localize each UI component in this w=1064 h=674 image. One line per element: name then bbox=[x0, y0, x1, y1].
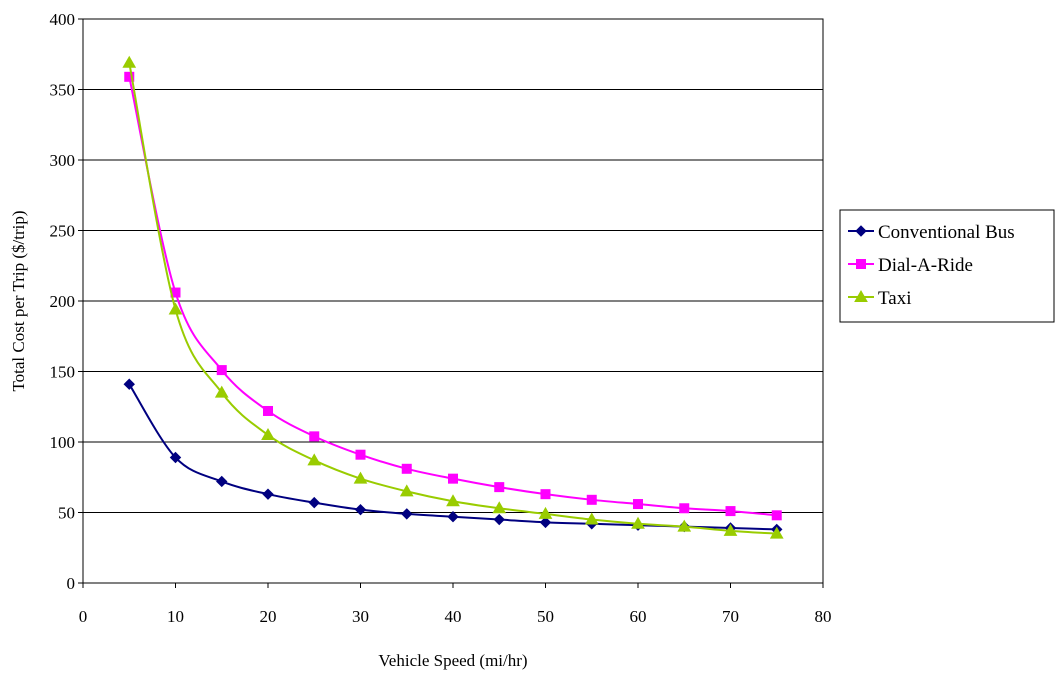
data-point-conventional-bus bbox=[216, 475, 228, 488]
legend-marker-conventional-bus bbox=[855, 225, 867, 237]
x-tick-label: 40 bbox=[445, 607, 462, 626]
data-point-conventional-bus bbox=[401, 508, 413, 520]
data-point-taxi bbox=[584, 512, 599, 525]
data-point-dial-a-ride bbox=[355, 449, 366, 460]
data-point-dial-a-ride bbox=[586, 494, 597, 505]
data-point-dial-a-ride bbox=[216, 365, 227, 376]
data-point-dial-a-ride bbox=[263, 405, 273, 416]
data-point-taxi bbox=[492, 501, 507, 514]
legend-marker-taxi bbox=[854, 289, 868, 302]
series-taxi bbox=[122, 55, 784, 539]
data-point-taxi bbox=[769, 526, 784, 539]
data-point-taxi bbox=[723, 523, 738, 536]
data-point-taxi bbox=[168, 302, 183, 315]
legend-label: Dial-A-Ride bbox=[878, 255, 973, 276]
x-tick-label: 60 bbox=[630, 607, 647, 626]
data-point-dial-a-ride bbox=[401, 463, 412, 474]
y-tick-label: 400 bbox=[50, 10, 76, 29]
data-point-taxi bbox=[631, 516, 645, 529]
y-tick-label: 350 bbox=[50, 81, 76, 100]
data-point-taxi bbox=[677, 519, 692, 532]
x-tick-label: 20 bbox=[260, 607, 277, 626]
y-tick-label: 300 bbox=[50, 151, 76, 170]
data-point-dial-a-ride bbox=[725, 506, 736, 517]
legend-item-dial-a-ride: Dial-A-Ride bbox=[848, 255, 973, 276]
x-tick-label: 80 bbox=[815, 607, 832, 626]
legend: Conventional Bus Dial-A-Ride Taxi bbox=[839, 209, 1055, 323]
y-tick-label: 50 bbox=[58, 504, 75, 523]
legend-item-conventional-bus: Conventional Bus bbox=[848, 222, 1015, 243]
data-point-taxi bbox=[307, 453, 322, 466]
series-dial-a-ride bbox=[124, 71, 782, 521]
legend-label: Conventional Bus bbox=[878, 222, 1015, 243]
data-point-conventional-bus bbox=[539, 516, 552, 529]
series-group bbox=[122, 55, 784, 539]
y-tick-label: 150 bbox=[50, 363, 76, 382]
legend-box bbox=[839, 209, 1055, 323]
data-point-taxi bbox=[214, 385, 229, 398]
data-point-dial-a-ride bbox=[771, 510, 782, 521]
data-point-taxi bbox=[538, 506, 553, 519]
data-point-conventional-bus bbox=[262, 488, 274, 500]
data-point-conventional-bus bbox=[447, 511, 459, 523]
data-point-taxi bbox=[446, 494, 460, 507]
x-axis-title: Vehicle Speed (mi/hr) bbox=[378, 651, 527, 670]
data-point-taxi bbox=[399, 484, 414, 497]
data-point-conventional-bus bbox=[354, 503, 367, 516]
data-point-conventional-bus bbox=[308, 496, 320, 509]
legend-label: Taxi bbox=[878, 288, 912, 309]
y-axis-title: Total Cost per Trip ($/trip) bbox=[9, 210, 28, 391]
legend-item-taxi: Taxi bbox=[848, 288, 912, 309]
y-tick-label: 250 bbox=[50, 222, 76, 241]
series-line-taxi bbox=[128, 62, 777, 535]
data-point-taxi bbox=[122, 55, 137, 68]
series-line-dial-a-ride bbox=[128, 76, 777, 517]
data-point-dial-a-ride bbox=[633, 499, 643, 510]
data-point-dial-a-ride bbox=[540, 489, 551, 500]
data-point-taxi bbox=[353, 471, 368, 484]
y-tick-label: 100 bbox=[50, 433, 76, 452]
data-point-conventional-bus bbox=[169, 451, 182, 464]
axes bbox=[78, 18, 824, 588]
x-tick-label: 10 bbox=[167, 607, 184, 626]
data-point-dial-a-ride bbox=[309, 431, 320, 442]
data-point-conventional-bus bbox=[493, 513, 505, 526]
x-tick-label: 70 bbox=[722, 607, 739, 626]
x-tick-label: 30 bbox=[352, 607, 369, 626]
data-point-dial-a-ride bbox=[494, 482, 505, 493]
data-point-dial-a-ride bbox=[679, 503, 690, 514]
y-tick-label: 200 bbox=[50, 292, 76, 311]
x-tick-label: 50 bbox=[537, 607, 554, 626]
legend-marker-dial-a-ride bbox=[856, 259, 866, 269]
tick-labels: 0 50 100 150 200 250 300 350 400 0 10 20 30 40 50 60 70 8… bbox=[50, 10, 832, 626]
gridlines bbox=[83, 18, 823, 513]
y-tick-label: 0 bbox=[67, 574, 76, 593]
data-point-dial-a-ride bbox=[448, 473, 458, 484]
data-point-dial-a-ride bbox=[124, 71, 135, 82]
x-tick-label: 0 bbox=[79, 607, 88, 626]
data-point-conventional-bus bbox=[123, 378, 135, 390]
data-point-taxi bbox=[261, 427, 275, 440]
